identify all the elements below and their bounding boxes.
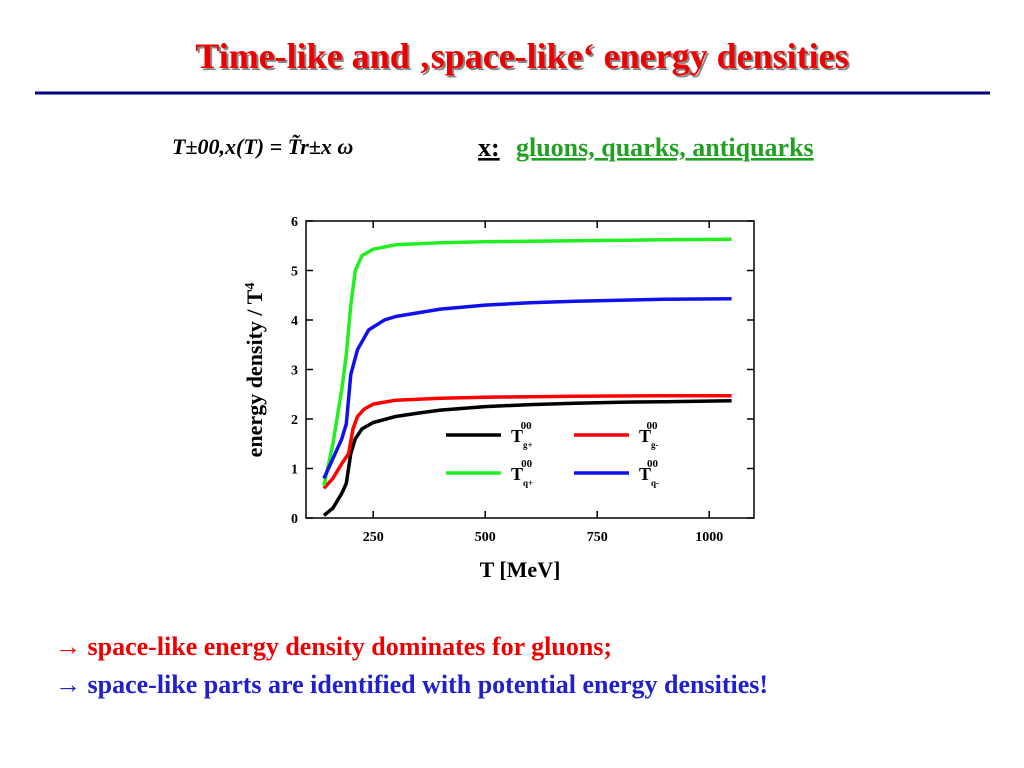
y-tick-label: 5 [291, 265, 298, 280]
y-tick-label: 0 [291, 512, 298, 527]
legend-name: T [511, 464, 523, 484]
y-tick-label: 2 [291, 413, 298, 428]
x-text: gluons, quarks, antiquarks [516, 133, 814, 162]
legend-name: T [511, 426, 523, 446]
y-tick-label: 6 [291, 215, 298, 230]
y-tick-label: 4 [291, 314, 298, 329]
legend-subscript: q- [651, 478, 659, 488]
y-axis-title-text: energy density / T [242, 289, 267, 457]
series-line [322, 398, 732, 517]
x-tick-label: 1000 [695, 530, 723, 545]
series-line [322, 393, 732, 490]
legend-superscript: 00 [647, 458, 659, 470]
legend-entry: Tg- 00 [639, 420, 659, 450]
legend-subscript: g+ [523, 440, 533, 450]
y-tick-label: 1 [291, 463, 298, 478]
bullet: → space-like energy density dominates fo… [55, 632, 612, 661]
y-tick-label: 3 [291, 364, 298, 379]
legend-name: T [639, 464, 651, 484]
legend-name: T [639, 426, 651, 446]
y-axis-title-sup: 4 [243, 283, 258, 290]
legend-subscript: g- [651, 440, 659, 450]
y-axis-title: energy density / T4 [242, 283, 267, 458]
legend-entry: Tg+ 00 [511, 420, 533, 450]
legend-superscript: 00 [521, 458, 533, 470]
bullet: → space-like parts are identified with p… [55, 670, 768, 699]
x-label: x: [478, 133, 500, 162]
legend-entry: Tq- 00 [639, 458, 659, 488]
legend-superscript: 00 [647, 420, 659, 432]
legend-superscript: 00 [521, 420, 533, 432]
series-line [322, 237, 732, 487]
formula: T±00,x(T) = T̃r±x ω [172, 134, 353, 159]
title-shadow: Time-like and ‚space-like‘ energy densit… [197, 38, 850, 78]
plot-frame [305, 220, 755, 519]
x-tick-label: 750 [587, 530, 608, 545]
series-line [322, 296, 732, 480]
legend-subscript: q+ [523, 478, 533, 488]
x-tick-label: 500 [475, 530, 496, 545]
legend-entry: Tq+ 00 [511, 458, 533, 488]
x-axis-title: T [MeV] [480, 557, 561, 582]
x-tick-label: 250 [363, 530, 384, 545]
title: Time-like and ‚space-like‘ energy densit… [195, 36, 848, 76]
